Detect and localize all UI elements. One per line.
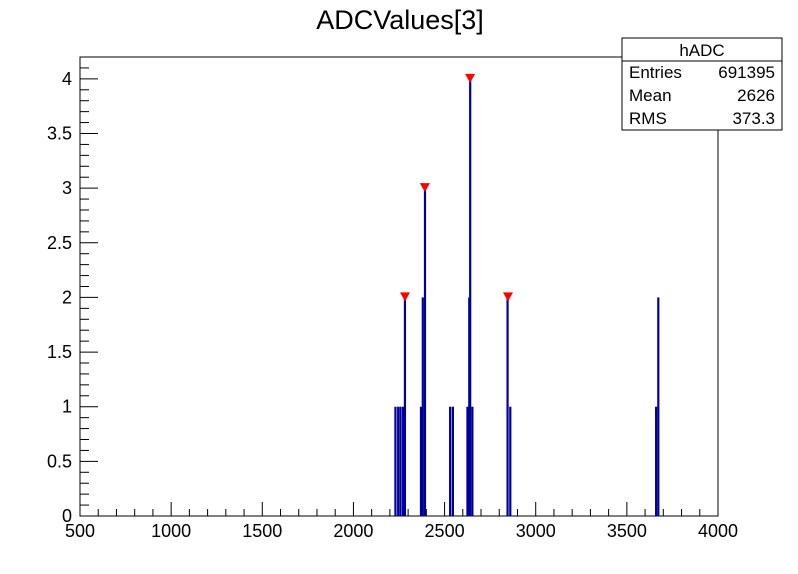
histogram-bar	[397, 406, 400, 516]
histogram-bar	[657, 297, 660, 516]
stats-entries-label: Entries	[629, 63, 682, 82]
histogram-bar	[466, 406, 469, 516]
axis-ticks	[79, 56, 719, 517]
histogram-bar	[421, 297, 424, 516]
histogram-bar	[655, 406, 658, 516]
peak-markers	[400, 73, 514, 302]
histogram-bars	[394, 78, 660, 516]
peak-marker	[503, 292, 514, 302]
y-tick-label: 2	[62, 287, 72, 307]
y-tick-label: 2.5	[47, 233, 72, 253]
y-tick-label: 4	[62, 69, 72, 89]
chart-title: ADCValues[3]	[316, 5, 484, 35]
histogram-bar	[469, 78, 472, 516]
histogram-bar	[471, 406, 474, 516]
stats-box-name: hADC	[679, 41, 724, 60]
stats-mean-value: 2626	[737, 86, 775, 105]
stats-box-frame	[621, 37, 783, 131]
stats-mean-label: Mean	[629, 86, 672, 105]
stats-entries-value: 691395	[718, 63, 775, 82]
stats-rms-label: RMS	[629, 109, 667, 128]
peak-marker	[465, 73, 476, 83]
histogram-bar	[451, 406, 454, 516]
axis-tick-labels: 500 1000 1500 2000 2500 3000 3500 4000 0 0.5 1 1.5 2…	[47, 69, 738, 541]
histogram-bar	[402, 406, 405, 516]
histogram-bar	[394, 406, 397, 516]
y-tick-label: 0	[62, 506, 72, 526]
histogram-bar	[423, 188, 427, 516]
y-tick-label: 3.5	[47, 124, 72, 144]
x-tick-label: 1000	[151, 521, 191, 541]
stats-rms-value: 373.3	[732, 109, 775, 128]
histogram-bar	[403, 297, 407, 516]
y-tick-label: 0.5	[47, 451, 72, 471]
stats-box: hADC Entries 691395 Mean 2626 RMS 373.3	[621, 37, 783, 131]
histogram-bar	[419, 406, 423, 516]
x-tick-label: 2000	[333, 521, 373, 541]
x-tick-label: 500	[65, 521, 95, 541]
x-tick-label: 4000	[698, 521, 738, 541]
x-tick-label: 2500	[425, 521, 465, 541]
x-tick-label: 3000	[516, 521, 556, 541]
y-tick-label: 1.5	[47, 342, 72, 362]
histogram-bar	[449, 406, 452, 516]
peak-marker	[419, 183, 430, 193]
x-tick-label: 1500	[242, 521, 282, 541]
y-tick-label: 3	[62, 178, 72, 198]
histogram-bar	[399, 406, 402, 516]
x-tick-label: 3500	[607, 521, 647, 541]
histogram-bar	[509, 406, 512, 516]
y-tick-label: 1	[62, 397, 72, 417]
histogram-bar	[506, 297, 509, 516]
peak-marker	[400, 292, 411, 302]
